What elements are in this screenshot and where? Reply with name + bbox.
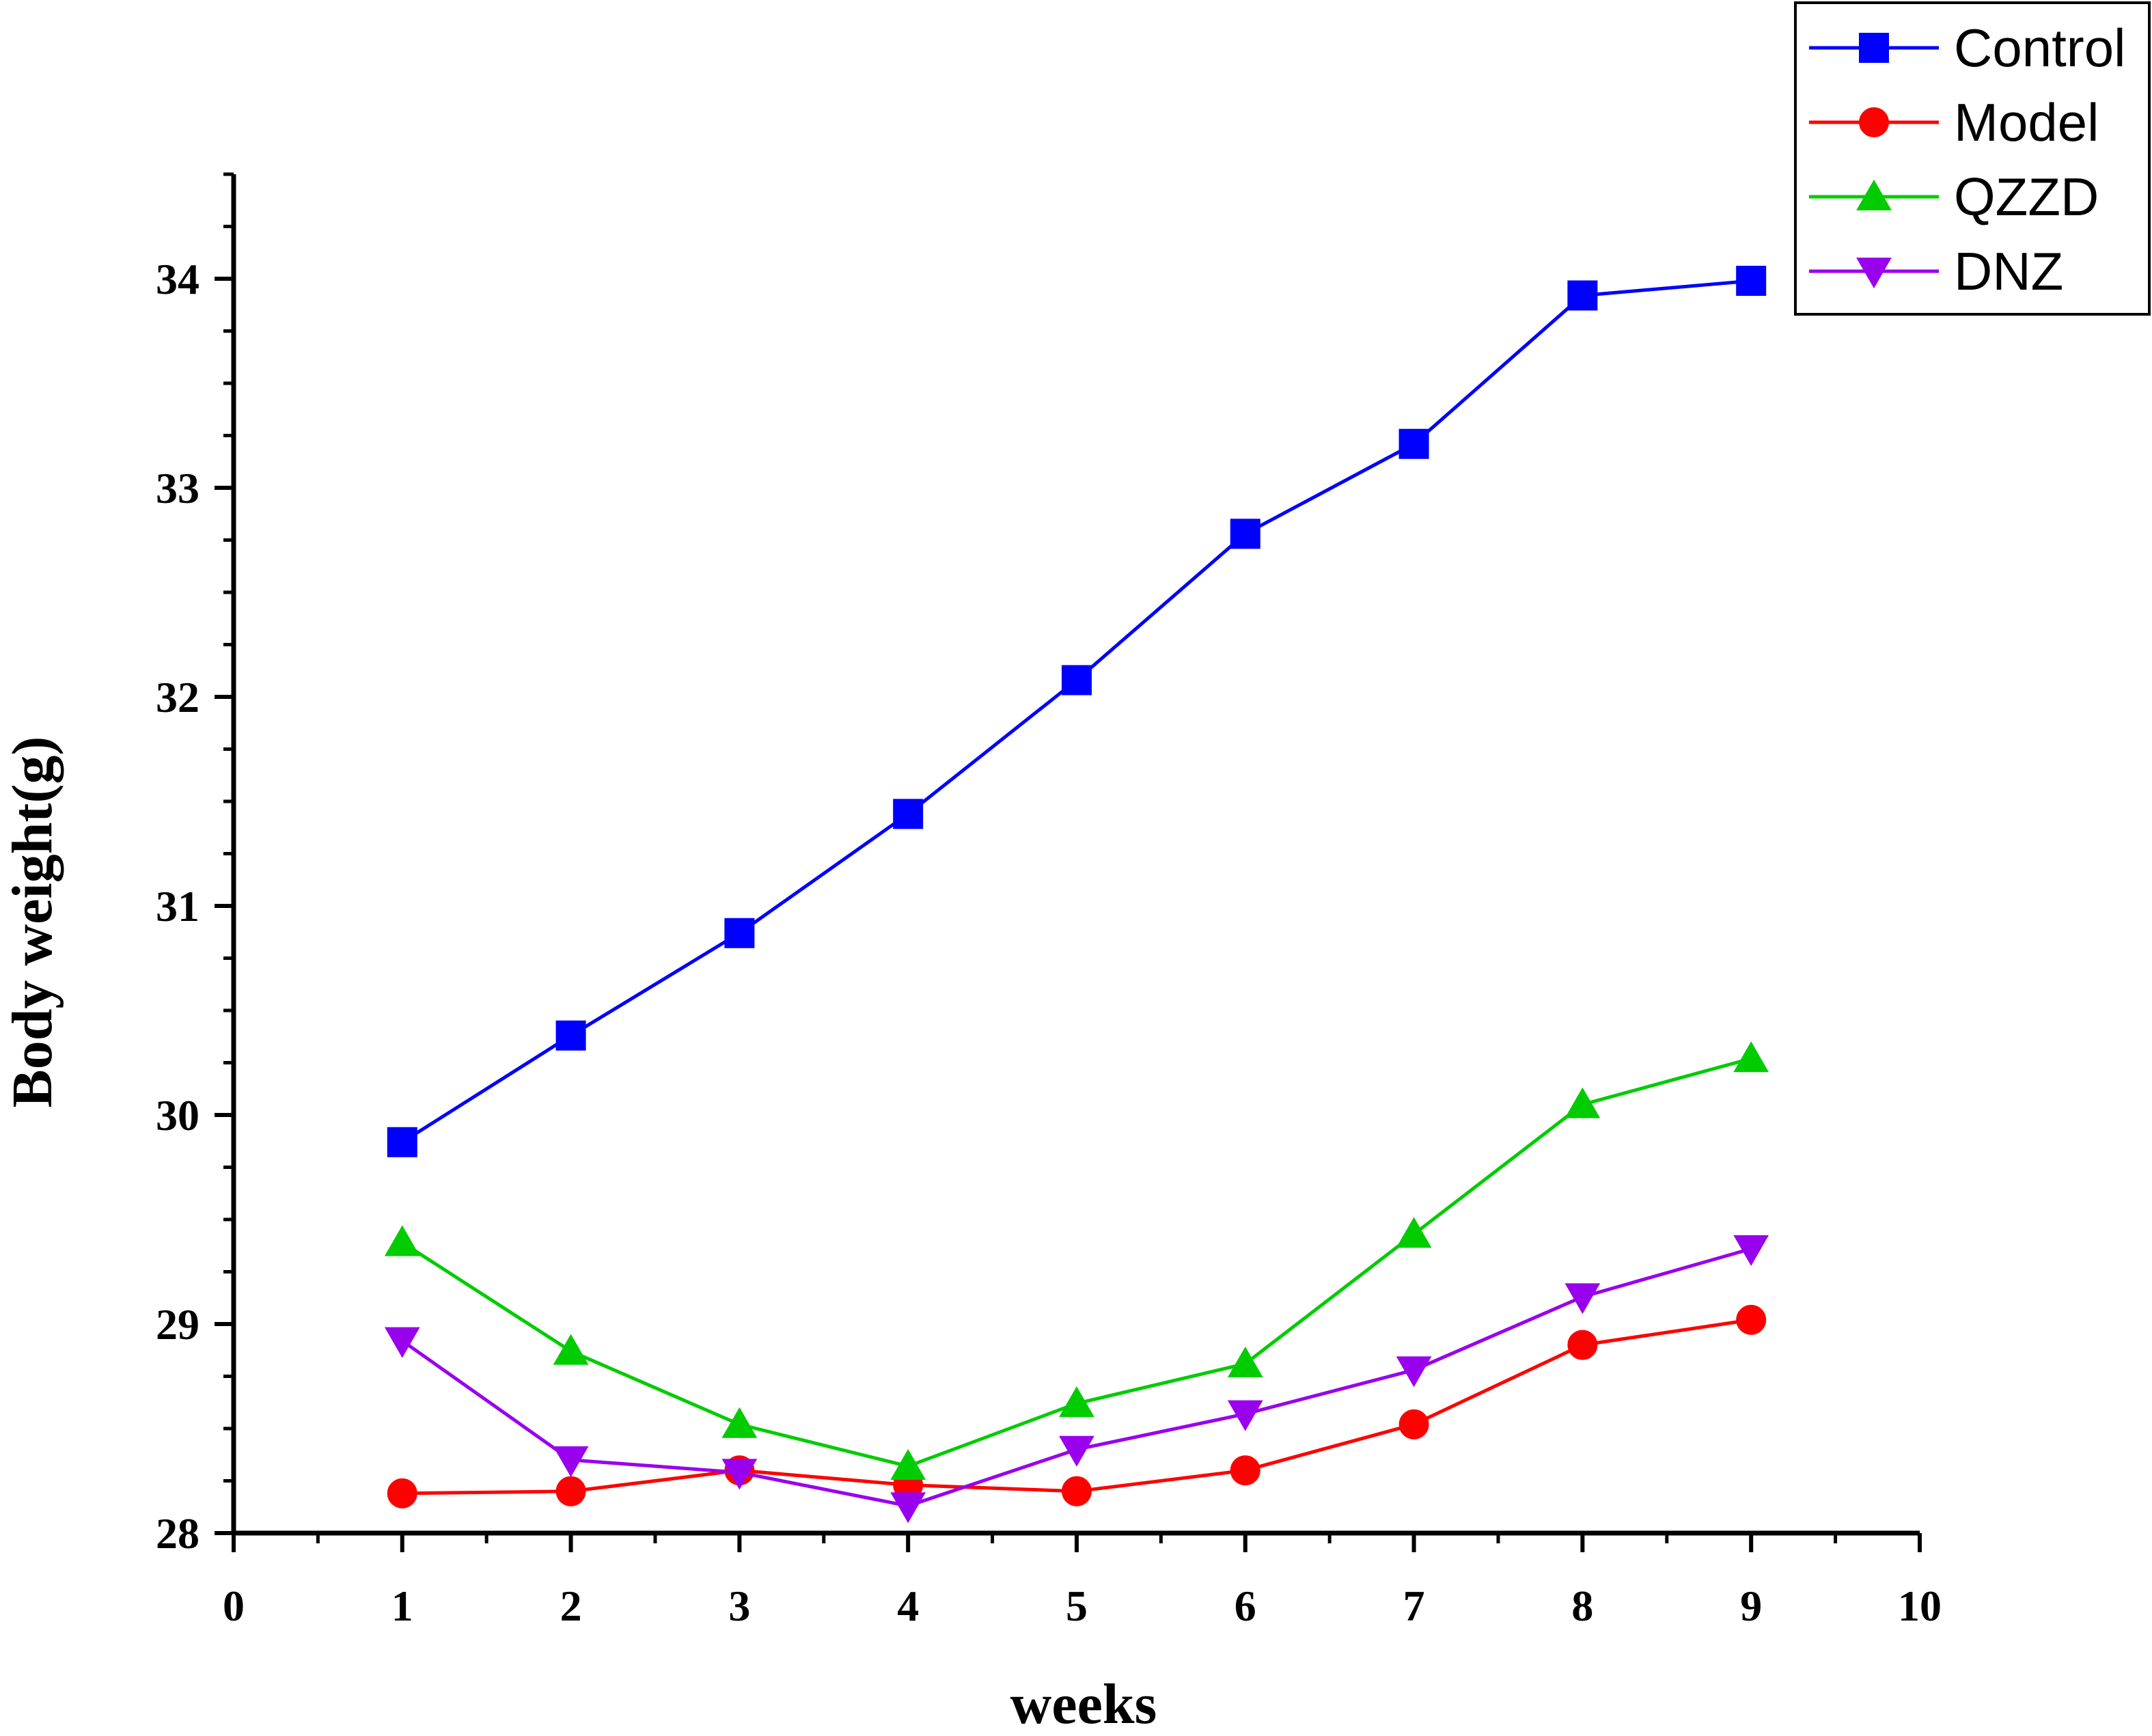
y-tick-label: 28 xyxy=(156,1509,199,1558)
x-tick-label: 8 xyxy=(1571,1582,1593,1630)
legend-item-control: Control xyxy=(1809,18,2125,78)
data-point xyxy=(1736,1304,1767,1335)
data-point xyxy=(890,1492,926,1524)
x-tick-label: 7 xyxy=(1403,1582,1425,1630)
data-point xyxy=(1230,1455,1260,1486)
data-point xyxy=(553,1334,589,1365)
x-tick-label: 10 xyxy=(1898,1582,1942,1630)
data-point xyxy=(384,1225,420,1256)
x-tick-label: 5 xyxy=(1066,1582,1088,1630)
legend-label: QZZD xyxy=(1954,167,2099,227)
x-axis-title: weeks xyxy=(1010,1672,1157,1736)
data-point xyxy=(1398,428,1429,459)
data-point xyxy=(1733,1235,1769,1266)
legend-marker xyxy=(1859,33,1889,63)
data-point xyxy=(1564,1283,1601,1314)
y-ticks: 28 29 30 31 32 33 34 xyxy=(156,172,234,1558)
y-tick-label: 30 xyxy=(156,1091,199,1140)
data-point xyxy=(1062,665,1092,695)
data-point xyxy=(1567,280,1598,311)
data-point xyxy=(555,1020,586,1051)
legend-label: DNZ xyxy=(1954,241,2063,301)
y-tick-label: 29 xyxy=(156,1300,199,1349)
x-tick-label: 6 xyxy=(1234,1582,1256,1630)
data-point xyxy=(721,1407,758,1438)
legend: Control Model QZZD DNZ xyxy=(1794,1,2151,316)
data-point xyxy=(1736,266,1767,297)
data-point xyxy=(1398,1409,1429,1439)
y-tick-label: 34 xyxy=(156,255,199,303)
data-point xyxy=(555,1476,586,1506)
x-tick-label: 2 xyxy=(560,1582,582,1630)
x-tick-label: 3 xyxy=(728,1582,750,1630)
x-tick-label: 4 xyxy=(897,1582,919,1630)
legend-item-qzzd: QZZD xyxy=(1809,167,2099,227)
data-point xyxy=(1227,1400,1263,1431)
data-point xyxy=(1396,1356,1432,1388)
data-point xyxy=(1396,1217,1432,1248)
legend-item-dnz: DNZ xyxy=(1809,241,2063,301)
legend-box xyxy=(1794,1,2151,316)
series-line-dnz xyxy=(401,1247,1752,1508)
x-tick-label: 9 xyxy=(1740,1582,1762,1630)
y-axis-title: Body weight(g) xyxy=(1,736,64,1108)
data-point xyxy=(384,1327,420,1358)
series-control xyxy=(387,266,1767,1157)
data-point xyxy=(1230,519,1260,549)
data-point xyxy=(890,1448,926,1480)
series-qzzd xyxy=(384,1041,1769,1480)
y-tick-label: 31 xyxy=(156,882,199,931)
data-point xyxy=(1733,1041,1769,1073)
series-layer xyxy=(384,266,1769,1524)
y-tick-label: 33 xyxy=(156,464,199,512)
x-tick-label: 1 xyxy=(391,1582,413,1630)
data-point xyxy=(1059,1386,1094,1418)
data-point xyxy=(1062,1476,1092,1506)
x-ticks: 0 1 2 3 4 5 6 7 8 9 10 xyxy=(223,1533,1942,1630)
series-line-control xyxy=(401,279,1752,1144)
legend-label: Model xyxy=(1954,92,2099,152)
x-tick-label: 0 xyxy=(223,1582,245,1630)
data-point xyxy=(1567,1329,1598,1360)
data-point xyxy=(893,799,924,829)
legend-label: Control xyxy=(1954,18,2125,78)
y-tick-label: 32 xyxy=(156,673,199,721)
data-point xyxy=(387,1478,417,1508)
legend-marker xyxy=(1856,179,1892,210)
series-dnz xyxy=(384,1235,1769,1524)
data-point xyxy=(1059,1435,1094,1467)
data-point xyxy=(724,918,755,948)
data-point xyxy=(1564,1087,1601,1118)
legend-marker xyxy=(1859,107,1889,137)
legend-marker xyxy=(1856,258,1892,289)
data-point xyxy=(721,1459,758,1490)
data-point xyxy=(553,1446,589,1478)
data-point xyxy=(387,1127,417,1157)
data-point xyxy=(1227,1347,1263,1378)
legend-item-model: Model xyxy=(1809,92,2099,152)
